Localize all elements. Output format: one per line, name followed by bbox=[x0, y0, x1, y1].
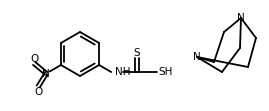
Text: O: O bbox=[34, 86, 42, 96]
Text: N: N bbox=[237, 13, 245, 23]
Text: N: N bbox=[193, 52, 201, 62]
Text: O: O bbox=[30, 54, 38, 63]
Text: NH: NH bbox=[115, 67, 131, 77]
Text: N: N bbox=[42, 68, 50, 78]
Text: S: S bbox=[134, 48, 140, 58]
Text: SH: SH bbox=[158, 67, 172, 77]
